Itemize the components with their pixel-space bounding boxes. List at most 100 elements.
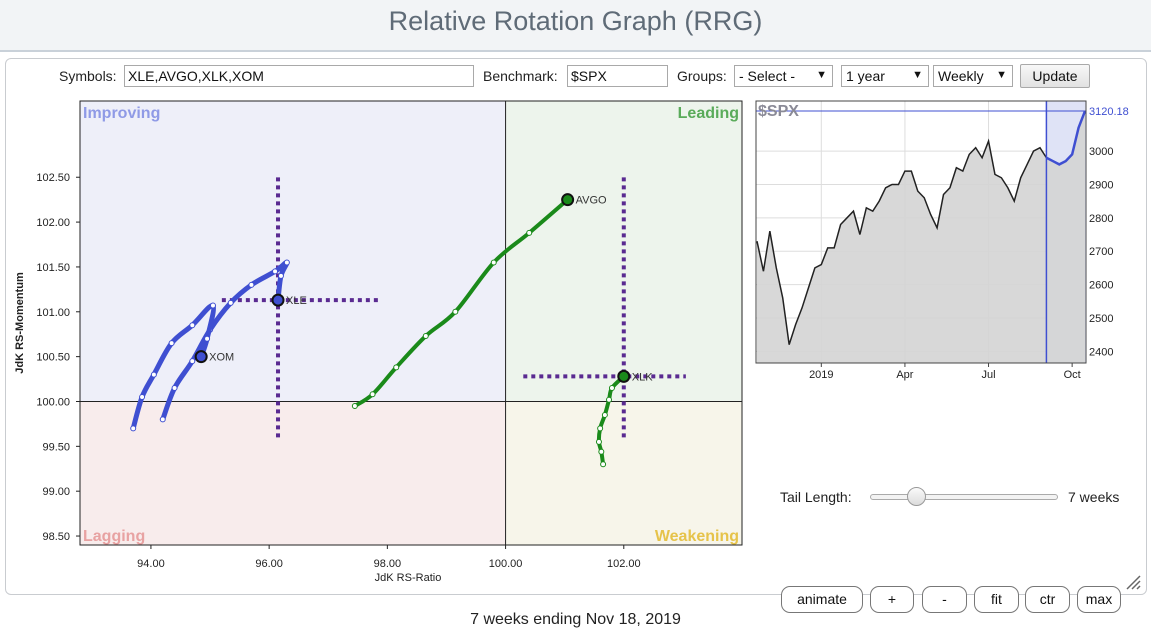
period-select-value: 1 year [846, 68, 885, 84]
tail-point-xle [283, 259, 290, 266]
tail-point-xlk [600, 461, 607, 468]
benchmark-y-tick-label: 2700 [1089, 246, 1113, 258]
benchmark-y-tick-label: 2500 [1089, 313, 1113, 325]
tail-point-xlk [595, 438, 602, 445]
update-button[interactable]: Update [1020, 64, 1090, 88]
quadrant-improving [80, 101, 506, 402]
tail-length-slider[interactable] [870, 487, 1058, 507]
y-tick-label: 100.50 [36, 352, 70, 364]
benchmark-chart: $SPX 2400 2500 2600 2700 2800 2900 3000 3120.18 2… [755, 100, 1129, 381]
animate-button[interactable]: animate [781, 586, 863, 613]
quadrant-label-weakening: Weakening [655, 528, 739, 545]
benchmark-y-tick-label: 3000 [1089, 146, 1113, 158]
slider-track [870, 494, 1058, 500]
groups-select[interactable]: - Select - ▼ [734, 65, 833, 87]
tail-point-xle [272, 268, 279, 275]
head-point-xle [271, 293, 285, 307]
x-tick-label: 94.00 [137, 558, 165, 570]
zoom-out-button[interactable]: - [922, 586, 967, 613]
y-tick-label: 98.50 [42, 531, 70, 543]
tail-point-xlk [601, 411, 608, 418]
max-button[interactable]: max [1077, 586, 1121, 613]
tail-point-xle [171, 385, 178, 392]
benchmark-area [757, 111, 1085, 363]
benchmark-title: $SPX [758, 103, 799, 120]
series-label-xle: XLE [286, 295, 307, 307]
frequency-select-value: Weekly [938, 68, 984, 84]
page-title: Relative Rotation Graph (RRG) [388, 6, 763, 36]
symbols-input[interactable]: XLE,AVGO,XLK,XOM [124, 65, 474, 87]
benchmark-line [756, 138, 1048, 345]
benchmark-y-tick-label: 2400 [1089, 346, 1113, 358]
benchmark-x-tick-label: Jul [981, 369, 995, 381]
tail-point-xle [189, 358, 196, 365]
series-label-xom: XOM [209, 352, 234, 364]
groups-label: Groups: [677, 68, 727, 84]
groups-select-value: - Select - [739, 68, 796, 84]
benchmark-y-tick-label: 2900 [1089, 179, 1113, 191]
dropdown-caret-icon: ▼ [996, 69, 1007, 81]
x-tick-label: 96.00 [255, 558, 283, 570]
tail-point-xom [150, 371, 157, 378]
period-select[interactable]: 1 year ▼ [841, 65, 929, 87]
y-tick-label: 102.00 [36, 217, 70, 229]
plot-frame [79, 100, 743, 546]
tail-length-label: Tail Length: [780, 489, 852, 505]
series-tail-xle [160, 259, 290, 422]
rrg-panel: Symbols: XLE,AVGO,XLK,XOM Benchmark: $SP… [5, 58, 1147, 613]
quadrant-label-leading: Leading [678, 105, 739, 122]
y-tick-label: 102.50 [36, 172, 70, 184]
tail-point-xlk [606, 396, 613, 403]
quadrant-label-improving: Improving [83, 105, 160, 122]
x-axis-label: JdK RS-Ratio [375, 572, 442, 584]
series-label-xlk: XLK [632, 371, 653, 383]
slider-handle[interactable] [907, 487, 927, 506]
series-label-avgo: AVGO [576, 195, 607, 207]
tail-point-xom [139, 394, 146, 400]
tail-point-avgo [369, 391, 376, 398]
benchmark-line-highlight [1045, 110, 1087, 166]
tail-point-xle [227, 299, 234, 306]
benchmark-x-tick-label: 2019 [809, 369, 833, 381]
benchmark-plot-frame [755, 100, 1087, 364]
tail-point-xlk [597, 425, 604, 432]
dropdown-caret-icon: ▼ [912, 69, 923, 81]
footer-caption: 7 weeks ending Nov 18, 2019 [470, 611, 681, 628]
quadrant-lagging [80, 401, 506, 545]
quadrant-label-lagging: Lagging [83, 528, 145, 545]
x-tick-label: 98.00 [374, 558, 402, 570]
tail-point-xle [277, 272, 284, 279]
rrg-chart[interactable]: Improving Leading Lagging Weakening 98.50 99.… [6, 59, 1146, 594]
center-button[interactable]: ctr [1025, 586, 1070, 613]
zoom-in-button[interactable]: + [870, 586, 914, 613]
benchmark-y-tick-label: 2600 [1089, 280, 1113, 292]
tail-point-avgo [526, 229, 533, 236]
tail-point-xle [248, 281, 255, 288]
tail-point-avgo [422, 333, 429, 340]
tail-point-avgo [490, 259, 497, 266]
benchmark-label: Benchmark: [483, 68, 558, 84]
resize-grip-icon[interactable] [1125, 574, 1141, 590]
dropdown-caret-icon: ▼ [816, 69, 827, 81]
x-tick-label: 102.00 [607, 558, 641, 570]
frequency-select[interactable]: Weekly ▼ [933, 65, 1013, 87]
head-point-xlk [617, 369, 631, 383]
fit-button[interactable]: fit [974, 586, 1019, 613]
symbols-label: Symbols: [59, 68, 117, 84]
y-tick-label: 99.50 [42, 441, 70, 453]
benchmark-input[interactable]: $SPX [567, 65, 668, 87]
tail-point-avgo [393, 364, 400, 371]
x-tick-label: 100.00 [489, 558, 523, 570]
tail-point-avgo [452, 308, 459, 315]
header-bar: Relative Rotation Graph (RRG) [0, 0, 1151, 52]
y-tick-label: 101.50 [36, 262, 70, 274]
tail-point-xom [130, 425, 137, 432]
tail-point-xle [159, 416, 166, 423]
tail-point-avgo [351, 402, 358, 409]
y-tick-label: 101.00 [36, 307, 70, 319]
y-tick-label: 100.00 [36, 396, 70, 408]
tail-point-xom [189, 322, 196, 329]
benchmark-last-value: 3120.18 [1089, 106, 1129, 118]
benchmark-y-tick-label: 2800 [1089, 213, 1113, 225]
benchmark-x-tick-label: Oct [1064, 369, 1081, 381]
